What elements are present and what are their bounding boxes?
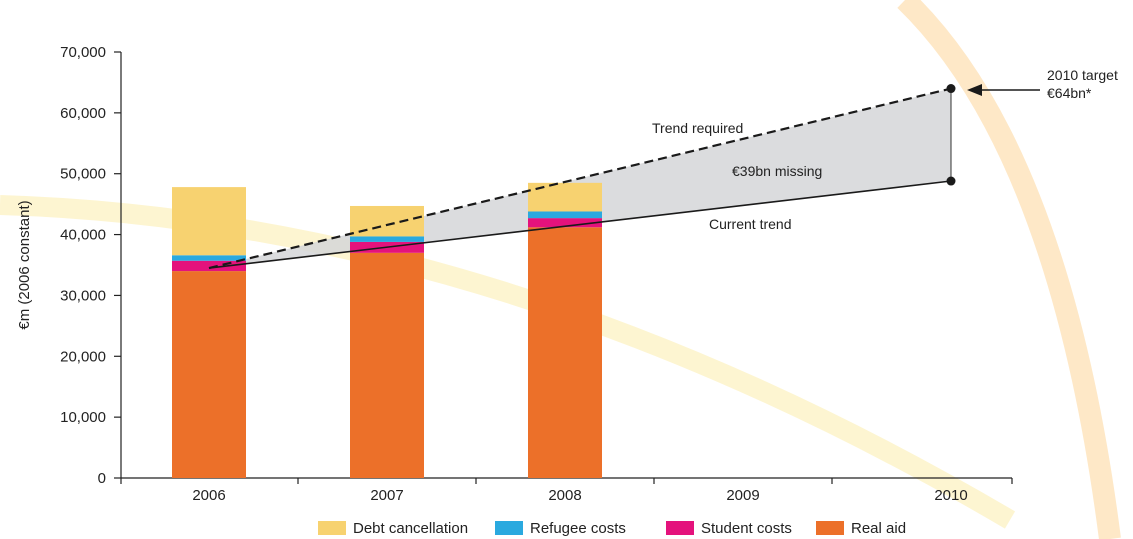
- y-axis-label: €m (2006 constant): [16, 200, 33, 329]
- legend-label-student-costs: Student costs: [701, 520, 792, 537]
- current-trend-end-point: [946, 176, 956, 186]
- trend-required-label: Trend required: [652, 120, 743, 136]
- y-tick-label: 30,000: [60, 287, 106, 304]
- gap-label: €39bn missing: [732, 163, 822, 179]
- y-tick-label: 40,000: [60, 227, 106, 244]
- x-tick-label: 2009: [726, 487, 759, 504]
- trend-required-line: [208, 87, 952, 270]
- bar-real-aid-2007: [350, 252, 424, 478]
- bar-real-aid-2006: [172, 271, 246, 478]
- target-label-line1: 2010 target: [1047, 67, 1118, 83]
- current-trend-line: [208, 180, 952, 269]
- legend-swatch-student-costs: [666, 521, 694, 535]
- legend-swatch-refugee-costs: [495, 521, 523, 535]
- y-axis: 0 10,000 20,000 30,000 40,000 50,000 60,000 70,…: [60, 44, 122, 487]
- current-trend-label: Current trend: [709, 216, 791, 232]
- y-tick-label: 70,000: [60, 44, 106, 61]
- legend-swatch-real-aid: [816, 521, 844, 535]
- legend-swatch-debt-cancellation: [318, 521, 346, 535]
- y-tick-label: 50,000: [60, 166, 106, 183]
- y-tick-label: 20,000: [60, 348, 106, 365]
- legend-label-refugee-costs: Refugee costs: [530, 520, 626, 537]
- target-arrow: [967, 84, 1040, 96]
- bar-refugee-costs-2008: [528, 211, 602, 219]
- y-tick-label: 60,000: [60, 105, 106, 122]
- y-tick-label: 10,000: [60, 409, 106, 426]
- x-tick-label: 2006: [192, 487, 225, 504]
- bar-debt-cancellation-2006: [172, 187, 246, 256]
- y-tick-label: 0: [98, 470, 106, 487]
- bar-student-costs-2008: [528, 218, 602, 228]
- target-label-line2: €64bn*: [1047, 85, 1092, 101]
- legend-label-debt-cancellation: Debt cancellation: [353, 520, 468, 537]
- target-point: [946, 84, 956, 94]
- bar-refugee-costs-2006: [172, 255, 246, 261]
- x-tick-label: 2010: [934, 487, 967, 504]
- legend: Debt cancellation Refugee costs Student co…: [318, 520, 906, 537]
- bar-refugee-costs-2007: [350, 236, 424, 242]
- x-tick-label: 2008: [548, 487, 581, 504]
- bar-student-costs-2006: [172, 260, 246, 272]
- x-tick-label: 2007: [370, 487, 403, 504]
- x-axis: 2006 2007 2008 2009 2010: [120, 477, 1013, 504]
- bar-real-aid-2008: [528, 227, 602, 478]
- bars: [172, 182, 602, 478]
- legend-label-real-aid: Real aid: [851, 520, 906, 537]
